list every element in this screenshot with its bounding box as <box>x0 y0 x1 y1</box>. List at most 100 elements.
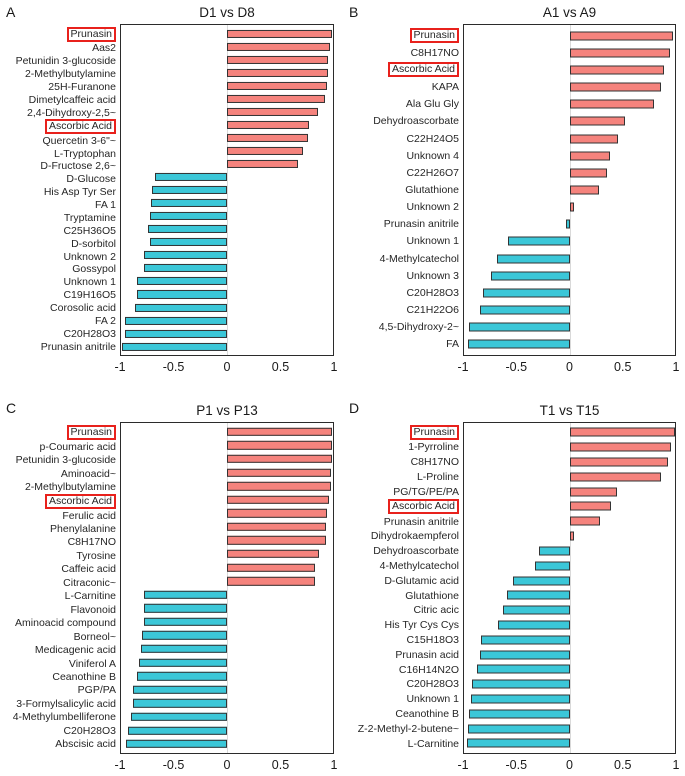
category-label: Gossypol <box>2 263 120 276</box>
positive-bar <box>227 120 309 129</box>
bar-row <box>464 529 675 544</box>
bar-row <box>464 484 675 499</box>
category-label: Caffeic acid <box>2 563 120 576</box>
category-label: C21H22O6 <box>345 302 463 319</box>
label-text: Aminoacid compound <box>15 617 116 630</box>
plot-area <box>463 422 676 754</box>
negative-bar <box>476 664 570 674</box>
x-tick-label: 0 <box>566 758 573 772</box>
positive-bar <box>227 563 315 572</box>
label-text: C20H28O3 <box>406 286 459 299</box>
bar-row <box>464 319 675 336</box>
label-text: C8H17NO <box>67 536 116 549</box>
bar-row <box>464 603 675 618</box>
category-label: KAPA <box>345 78 463 95</box>
bar-row <box>121 602 333 616</box>
bar-row <box>121 197 333 210</box>
category-label: Petunidin 3-glucoside <box>2 453 120 466</box>
positive-bar <box>227 81 327 90</box>
bar-row <box>121 53 333 66</box>
negative-bar <box>149 238 227 247</box>
positive-bar <box>227 107 319 116</box>
negative-bar <box>503 605 570 615</box>
category-label: Ascorbic Acid <box>2 119 120 135</box>
bar-row <box>121 683 333 697</box>
highlighted-label-text: Prunasin <box>66 425 116 441</box>
label-text: Glutathione <box>405 589 459 602</box>
positive-bar <box>227 427 332 436</box>
x-tick-label: 0.5 <box>271 360 290 374</box>
category-label: Petunidin 3-glucoside <box>2 55 120 68</box>
label-text: 3-Formylsalicylic acid <box>16 697 116 710</box>
label-text: 4-Methylcatechol <box>379 560 459 572</box>
label-column: Prunasin p-Coumaric acid Petunidin 3-gluco… <box>2 422 120 754</box>
positive-bar <box>227 509 327 518</box>
category-label: Prunasin <box>2 425 120 441</box>
plot-area <box>120 422 334 754</box>
category-label: Ceanothine B <box>345 707 463 722</box>
positive-bar <box>569 134 619 144</box>
bar-row <box>464 558 675 573</box>
category-label: Dehydroascorbate <box>345 544 463 559</box>
label-text: Prunasin acid <box>395 648 459 661</box>
x-tick-label: -1 <box>114 360 126 374</box>
bar-row <box>121 340 333 353</box>
bar-row <box>121 171 333 184</box>
negative-bar <box>136 671 227 681</box>
positive-bar <box>569 516 601 526</box>
x-tick-label: -1 <box>457 758 469 772</box>
label-text: p-Coumaric acid <box>39 440 116 453</box>
category-label: Ascorbic Acid <box>2 493 120 509</box>
positive-bar <box>227 522 326 532</box>
category-label: 3-Formylsalicylic acid <box>2 697 120 710</box>
bar-row <box>121 275 333 288</box>
category-label: Medicagenic acid <box>2 643 120 656</box>
positive-bar <box>227 481 331 491</box>
bar-row <box>121 223 333 236</box>
label-text: Quercetin 3-6"~ <box>42 134 116 147</box>
x-tick-label: 1 <box>672 758 680 772</box>
category-label: Glutathione <box>345 181 463 198</box>
chart-title: D1 vs D8 <box>199 5 255 20</box>
label-text: FA 1 <box>94 199 116 212</box>
category-label: Dehydroascorbate <box>345 113 463 130</box>
bar-row <box>121 697 333 711</box>
bar-row <box>464 78 675 95</box>
highlighted-label-text: Prunasin <box>409 28 459 44</box>
bar-row <box>464 164 675 181</box>
label-text: Dehydroascorbate <box>373 545 459 558</box>
negative-bar <box>534 561 570 571</box>
bar-row <box>464 662 675 677</box>
bar-row <box>121 249 333 262</box>
bar-row <box>121 710 333 724</box>
bar-row <box>464 302 675 319</box>
category-label: C16H14N2O <box>345 662 463 677</box>
bar-row <box>121 615 333 629</box>
chart-title: T1 vs T15 <box>539 403 600 418</box>
category-label: C20H28O3 <box>2 327 120 340</box>
bar-row <box>464 267 675 284</box>
label-text: Unknown 1 <box>63 276 116 289</box>
bar-row <box>464 250 675 267</box>
label-text: Prunasin anitrile <box>383 218 459 231</box>
category-label: C20H28O3 <box>345 284 463 301</box>
bar-row <box>464 440 675 455</box>
bar-row <box>121 642 333 656</box>
label-text: Dimetylcaffeic acid <box>28 93 116 106</box>
category-label: Tryptamine <box>2 212 120 225</box>
bar-row <box>121 144 333 157</box>
bar-row <box>464 736 675 751</box>
category-label: L-Carnitine <box>2 590 120 603</box>
label-text: 2,4-Dihydroxy-2,5~ <box>27 106 116 119</box>
label-text: 4-Methylcatechol <box>379 252 459 265</box>
x-tick-label: -0.5 <box>162 758 185 772</box>
label-text: C15H18O3 <box>406 633 459 646</box>
category-label: D-Fructose 2,6~ <box>2 160 120 173</box>
label-text: Ferulic acid <box>62 509 116 522</box>
category-label: Flavonoid <box>2 603 120 616</box>
label-text: His Asp Tyr Ser <box>43 186 116 199</box>
negative-bar <box>471 694 570 704</box>
bar-row <box>121 92 333 105</box>
label-text: L-Proline <box>416 471 459 483</box>
positive-bar <box>227 55 328 64</box>
